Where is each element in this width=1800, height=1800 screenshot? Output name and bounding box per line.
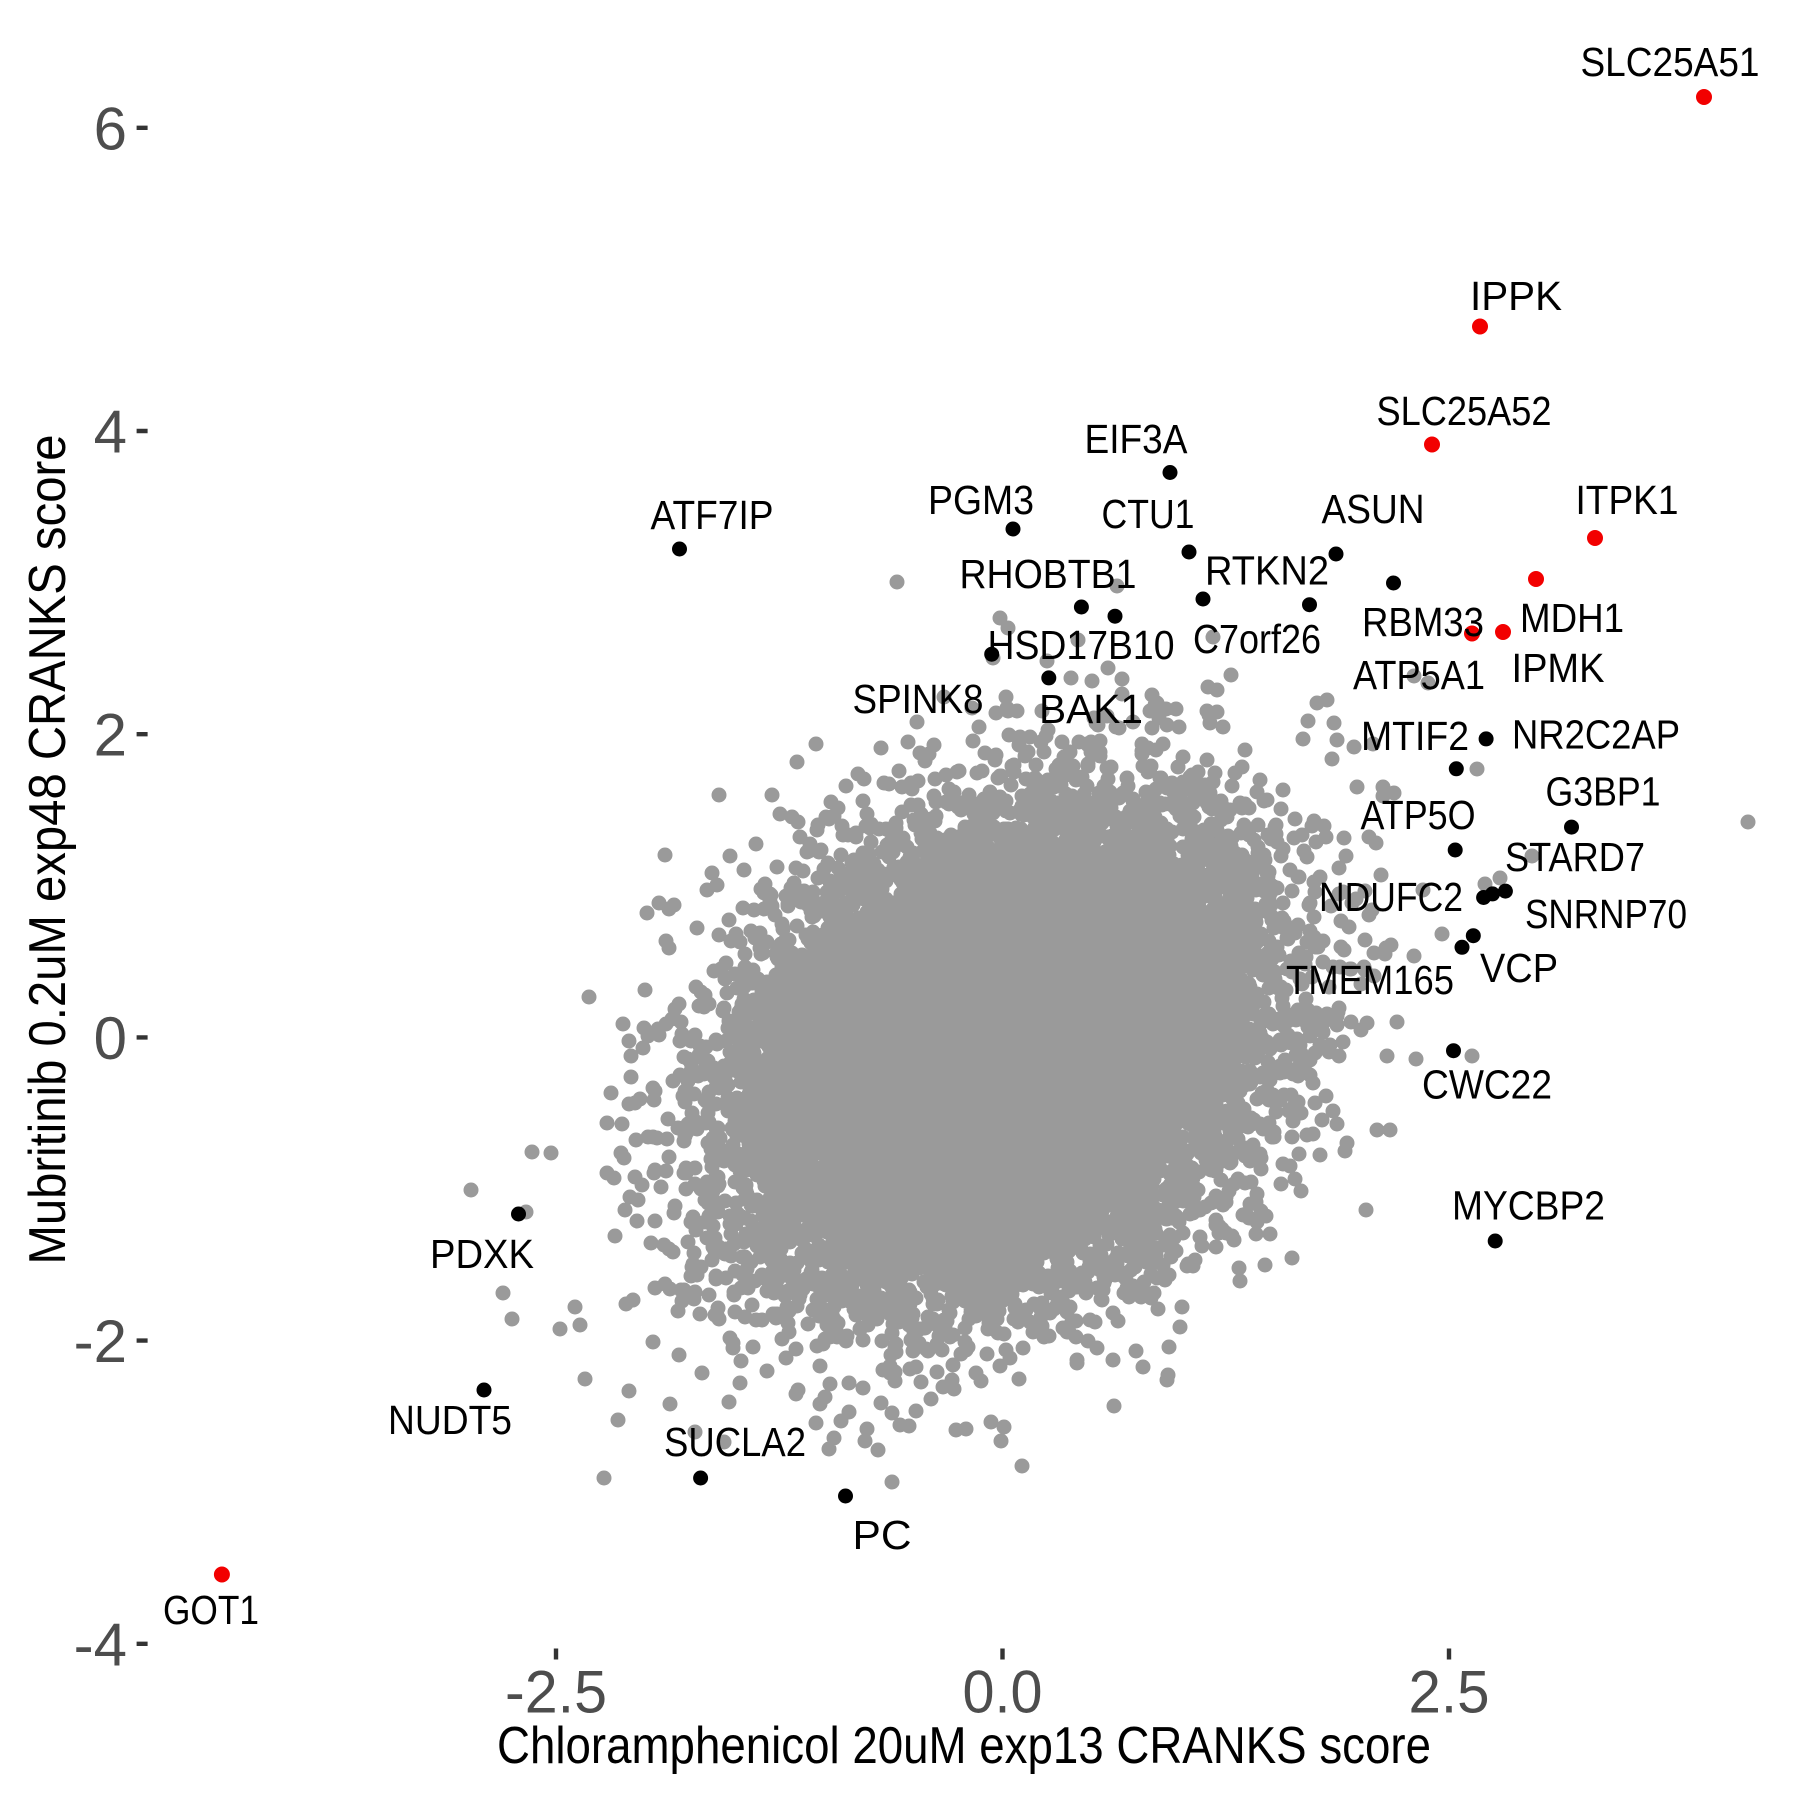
svg-text:-2: -2: [74, 1308, 127, 1375]
svg-text:ASUN: ASUN: [1322, 486, 1425, 532]
svg-text:PDXK: PDXK: [430, 1231, 534, 1277]
svg-text:ATP5O: ATP5O: [1361, 792, 1476, 838]
svg-text:Mubritinib 0.2uM exp48 CRANKS: Mubritinib 0.2uM exp48 CRANKS score: [19, 435, 77, 1265]
svg-text:-2.5: -2.5: [505, 1659, 607, 1726]
svg-text:C7orf26: C7orf26: [1193, 616, 1321, 662]
svg-text:4: 4: [94, 399, 127, 466]
svg-text:GOT1: GOT1: [163, 1587, 259, 1633]
svg-text:RHOBTB1: RHOBTB1: [960, 551, 1137, 597]
svg-text:MYCBP2: MYCBP2: [1452, 1183, 1605, 1229]
svg-text:0: 0: [94, 1005, 127, 1072]
svg-text:RBM33: RBM33: [1362, 599, 1484, 645]
svg-text:IPPK: IPPK: [1470, 273, 1562, 319]
svg-text:0.0: 0.0: [963, 1659, 1043, 1726]
svg-text:RTKN2: RTKN2: [1205, 548, 1329, 594]
svg-text:EIF3A: EIF3A: [1085, 416, 1189, 462]
svg-text:HSD17B10: HSD17B10: [988, 622, 1175, 668]
svg-text:2.5: 2.5: [1409, 1659, 1490, 1726]
svg-text:PGM3: PGM3: [928, 477, 1034, 523]
svg-text:STARD7: STARD7: [1505, 834, 1645, 880]
svg-text:BAK1: BAK1: [1039, 686, 1143, 732]
svg-text:SPINK8: SPINK8: [853, 676, 984, 722]
svg-text:Chloramphenicol 20uM exp13 CRA: Chloramphenicol 20uM exp13 CRANKS score: [497, 1717, 1431, 1775]
svg-text:ATP5A1: ATP5A1: [1353, 652, 1485, 698]
svg-text:MDH1: MDH1: [1520, 595, 1624, 641]
svg-text:PC: PC: [853, 1512, 912, 1558]
svg-text:ATF7IP: ATF7IP: [651, 492, 774, 538]
svg-text:CWC22: CWC22: [1422, 1062, 1552, 1108]
svg-text:SNRNP70: SNRNP70: [1525, 891, 1687, 937]
svg-text:TMEM165: TMEM165: [1286, 957, 1454, 1003]
svg-text:2: 2: [94, 702, 127, 769]
svg-text:G3BP1: G3BP1: [1546, 769, 1661, 815]
svg-text:MTIF2: MTIF2: [1361, 713, 1469, 759]
svg-text:SUCLA2: SUCLA2: [664, 1419, 806, 1465]
svg-text:IPMK: IPMK: [1512, 645, 1605, 691]
svg-text:SLC25A51: SLC25A51: [1581, 39, 1760, 85]
svg-text:VCP: VCP: [1480, 945, 1558, 991]
svg-text:SLC25A52: SLC25A52: [1377, 388, 1552, 434]
svg-text:CTU1: CTU1: [1102, 491, 1195, 537]
svg-text:6: 6: [94, 95, 127, 162]
svg-text:NDUFC2: NDUFC2: [1319, 874, 1463, 920]
svg-text:NUDT5: NUDT5: [388, 1397, 512, 1443]
svg-text:-4: -4: [74, 1611, 127, 1678]
svg-text:NR2C2AP: NR2C2AP: [1512, 712, 1680, 758]
svg-text:ITPK1: ITPK1: [1576, 477, 1679, 523]
